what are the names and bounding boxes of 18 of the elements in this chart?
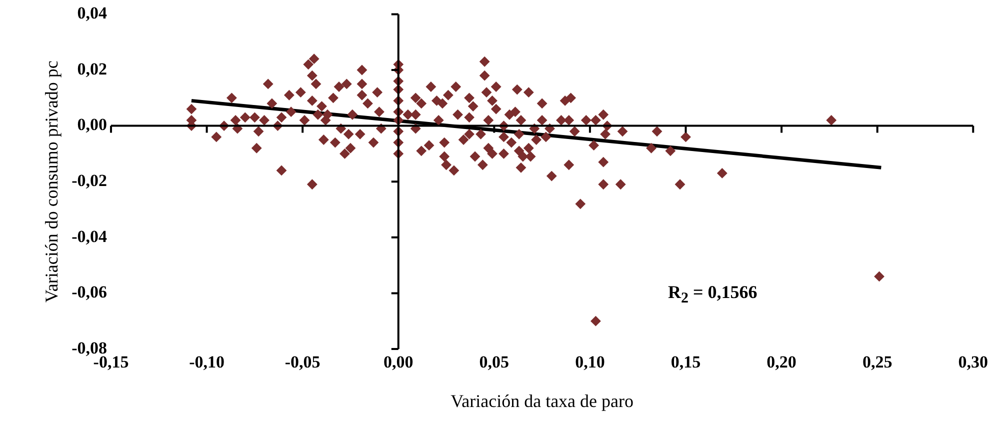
y-tick-label: 0,02 xyxy=(77,59,108,78)
y-tick-label: -0,02 xyxy=(72,170,108,190)
x-axis-title: Variación da taxa de paro xyxy=(450,390,634,411)
x-tick-label: 0,05 xyxy=(479,352,510,372)
x-tick-label: 0,30 xyxy=(958,352,988,372)
y-axis-title: Variación do consumo privado pc xyxy=(42,60,62,303)
y-tick-label: -0,04 xyxy=(72,226,108,246)
annotation: R$_{2}$ = 0,1566 xyxy=(668,282,758,308)
x-tick-label: -0,10 xyxy=(189,352,225,372)
x-tick-label: 0,25 xyxy=(862,352,892,372)
y-tick-label: -0,06 xyxy=(72,282,108,302)
y-tick-label: 0,00 xyxy=(77,115,108,134)
x-tick-label: 0,00 xyxy=(384,352,414,372)
x-tick-label: 0,20 xyxy=(766,352,796,372)
x-tick-label: 0,10 xyxy=(575,352,605,372)
x-tick-label: -0,05 xyxy=(284,352,320,372)
y-tick-label: 0,04 xyxy=(77,4,108,23)
x-tick-label: 0,15 xyxy=(670,352,701,372)
